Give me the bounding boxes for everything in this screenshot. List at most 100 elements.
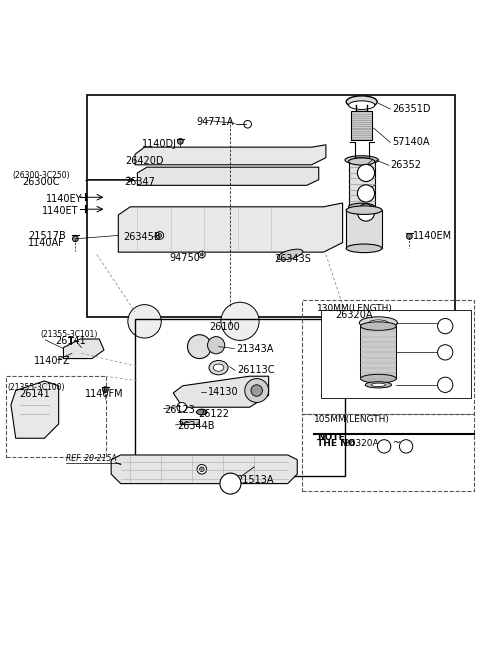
Text: 1: 1	[382, 442, 387, 451]
Ellipse shape	[346, 206, 382, 214]
Ellipse shape	[360, 322, 396, 330]
Text: 1140DJ: 1140DJ	[142, 139, 177, 149]
Circle shape	[200, 253, 203, 256]
Text: 130MM(LENGTH): 130MM(LENGTH)	[317, 304, 393, 313]
Text: 14130: 14130	[207, 388, 238, 397]
Text: 94771A: 94771A	[196, 117, 234, 127]
Circle shape	[178, 139, 183, 145]
Text: 3: 3	[363, 208, 369, 217]
Text: 1140EY: 1140EY	[46, 194, 83, 204]
Circle shape	[358, 185, 374, 202]
Text: 26352: 26352	[390, 160, 421, 170]
Circle shape	[199, 467, 204, 472]
Text: 1: 1	[363, 168, 369, 177]
Circle shape	[438, 319, 453, 334]
Ellipse shape	[365, 382, 392, 388]
Text: 1140EM: 1140EM	[413, 231, 452, 241]
Ellipse shape	[352, 158, 371, 162]
Polygon shape	[348, 162, 375, 207]
Circle shape	[158, 233, 162, 237]
Text: 26420D: 26420D	[125, 156, 164, 166]
Text: (26300-3C250): (26300-3C250)	[12, 171, 70, 180]
Text: 26123: 26123	[165, 405, 195, 415]
Text: (21355-3C101): (21355-3C101)	[40, 330, 98, 339]
Text: REF. 20-215A: REF. 20-215A	[66, 454, 117, 463]
Text: 1140FM: 1140FM	[85, 390, 124, 399]
Text: 4: 4	[404, 442, 408, 451]
Circle shape	[72, 236, 78, 242]
Circle shape	[199, 251, 205, 258]
Text: (21355-3C100): (21355-3C100)	[7, 383, 65, 392]
Polygon shape	[63, 339, 104, 359]
Text: 2: 2	[443, 348, 448, 357]
Text: 26320A :: 26320A :	[344, 440, 384, 448]
Ellipse shape	[371, 383, 385, 386]
Polygon shape	[135, 145, 326, 165]
Text: 26347: 26347	[124, 177, 156, 187]
Polygon shape	[351, 112, 372, 140]
Ellipse shape	[360, 317, 397, 328]
Circle shape	[358, 164, 374, 181]
Polygon shape	[360, 326, 396, 378]
Circle shape	[103, 387, 108, 392]
Text: 26320A: 26320A	[336, 310, 373, 320]
Ellipse shape	[352, 208, 371, 212]
Circle shape	[221, 302, 259, 340]
Text: 21517B: 21517B	[28, 231, 66, 241]
Polygon shape	[321, 310, 471, 397]
Text: 26141: 26141	[55, 336, 86, 346]
Text: 3: 3	[443, 380, 448, 390]
Circle shape	[177, 403, 187, 412]
Text: 26141: 26141	[20, 390, 50, 399]
Circle shape	[438, 345, 453, 360]
Text: 1140AF: 1140AF	[28, 238, 65, 248]
Polygon shape	[180, 419, 199, 424]
Ellipse shape	[348, 158, 375, 165]
Text: 26122: 26122	[199, 409, 229, 419]
Text: 57140A: 57140A	[392, 137, 429, 147]
Text: 1140FZ: 1140FZ	[34, 356, 71, 366]
Ellipse shape	[360, 374, 396, 383]
Ellipse shape	[346, 244, 382, 253]
Ellipse shape	[348, 203, 375, 210]
Circle shape	[244, 120, 252, 128]
Ellipse shape	[213, 364, 224, 371]
Circle shape	[407, 233, 412, 239]
Circle shape	[220, 473, 241, 494]
Circle shape	[188, 334, 211, 359]
Circle shape	[377, 440, 391, 453]
Circle shape	[207, 336, 225, 353]
Ellipse shape	[209, 361, 228, 374]
Ellipse shape	[369, 320, 388, 326]
Circle shape	[197, 464, 206, 474]
Ellipse shape	[346, 96, 377, 108]
Ellipse shape	[197, 409, 207, 415]
Polygon shape	[111, 455, 297, 484]
Text: THE NO.: THE NO.	[317, 440, 359, 448]
Text: 21513A: 21513A	[236, 475, 274, 486]
Text: 26351D: 26351D	[392, 104, 430, 114]
Circle shape	[438, 377, 453, 392]
Ellipse shape	[348, 101, 375, 110]
Text: 26345B: 26345B	[123, 233, 161, 242]
Circle shape	[399, 440, 413, 453]
Ellipse shape	[345, 156, 378, 164]
Polygon shape	[137, 167, 319, 185]
Polygon shape	[346, 210, 382, 248]
Text: 26100: 26100	[209, 322, 240, 332]
Polygon shape	[11, 381, 59, 438]
Circle shape	[128, 305, 161, 338]
Text: NOTE: NOTE	[317, 433, 345, 442]
Text: ~: ~	[393, 438, 401, 448]
Text: 4: 4	[228, 479, 233, 488]
Text: 26343S: 26343S	[275, 254, 311, 264]
Text: 105MM(LENGTH): 105MM(LENGTH)	[314, 415, 390, 424]
Circle shape	[245, 378, 269, 403]
Text: 26113C: 26113C	[237, 365, 275, 376]
Circle shape	[156, 232, 164, 239]
Circle shape	[251, 385, 263, 396]
Text: 26344B: 26344B	[177, 421, 215, 431]
Text: 26300C: 26300C	[23, 177, 60, 187]
Ellipse shape	[348, 207, 376, 214]
Text: 21343A: 21343A	[236, 344, 274, 353]
